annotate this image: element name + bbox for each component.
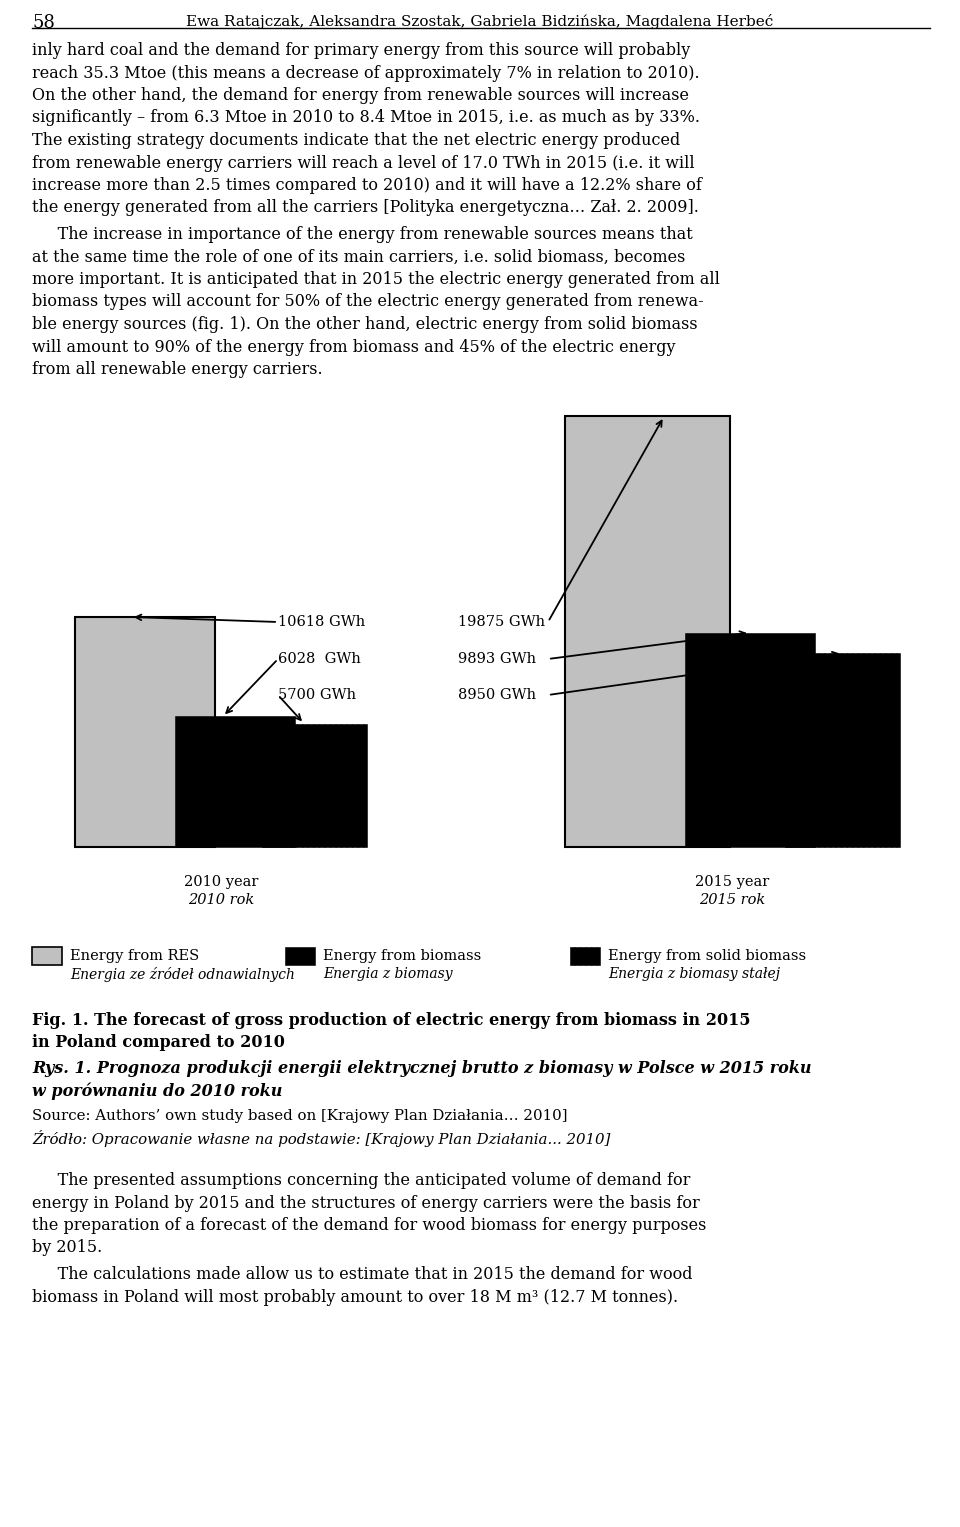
Text: The calculations made allow us to estimate that in 2015 the demand for wood: The calculations made allow us to estima…: [32, 1266, 692, 1283]
Text: Source: Authors’ own study based on [Krajowy Plan Działania… 2010]: Source: Authors’ own study based on [Kra…: [32, 1109, 567, 1122]
Text: Energy from solid biomass: Energy from solid biomass: [608, 948, 806, 964]
Text: increase more than 2.5 times compared to 2010) and it will have a 12.2% share of: increase more than 2.5 times compared to…: [32, 177, 702, 194]
Text: 2010 year: 2010 year: [183, 875, 258, 889]
Bar: [785, 654, 900, 847]
Text: 8950 GWh: 8950 GWh: [458, 689, 536, 702]
Text: reach 35.3 Mtoe (this means a decrease of approximately 7% in relation to 2010).: reach 35.3 Mtoe (this means a decrease o…: [32, 64, 700, 81]
Bar: [262, 724, 367, 847]
Text: 2015 rok: 2015 rok: [700, 893, 766, 907]
Text: energy in Poland by 2015 and the structures of energy carriers were the basis fo: energy in Poland by 2015 and the structu…: [32, 1194, 700, 1211]
Text: more important. It is anticipated that in 2015 the electric energy generated fro: more important. It is anticipated that i…: [32, 270, 720, 289]
Text: Energy from RES: Energy from RES: [70, 948, 200, 964]
Text: w porównaniu do 2010 roku: w porównaniu do 2010 roku: [32, 1083, 282, 1099]
Text: inly hard coal and the demand for primary energy from this source will probably: inly hard coal and the demand for primar…: [32, 43, 690, 60]
Text: 9893 GWh: 9893 GWh: [458, 652, 536, 666]
Text: 6028  GWh: 6028 GWh: [278, 652, 361, 666]
Text: Źródło: Opracowanie własne na podstawie: [Krajowy Plan Działania... 2010]: Źródło: Opracowanie własne na podstawie:…: [32, 1130, 611, 1147]
Text: The presented assumptions concerning the anticipated volume of demand for: The presented assumptions concerning the…: [32, 1173, 690, 1190]
Text: 19875 GWh: 19875 GWh: [458, 615, 545, 629]
Text: 58: 58: [32, 14, 55, 32]
Bar: [285, 947, 315, 965]
Text: 2010 rok: 2010 rok: [188, 893, 254, 907]
Text: On the other hand, the demand for energy from renewable sources will increase: On the other hand, the demand for energy…: [32, 87, 689, 104]
Text: at the same time the role of one of its main carriers, i.e. solid biomass, becom: at the same time the role of one of its …: [32, 249, 685, 266]
Text: The existing strategy documents indicate that the net electric energy produced: The existing strategy documents indicate…: [32, 131, 681, 150]
Text: The increase in importance of the energy from renewable sources means that: The increase in importance of the energy…: [32, 226, 693, 243]
Bar: [570, 947, 600, 965]
Text: 2015 year: 2015 year: [695, 875, 770, 889]
Text: the preparation of a forecast of the demand for wood biomass for energy purposes: the preparation of a forecast of the dem…: [32, 1217, 707, 1234]
Text: Rys. 1. Prognoza produkcji energii elektrycznej brutto z biomasy w Polsce w 2015: Rys. 1. Prognoza produkcji energii elekt…: [32, 1060, 811, 1077]
Text: Energia z biomasy: Energia z biomasy: [323, 967, 452, 980]
Text: in Poland compared to 2010: in Poland compared to 2010: [32, 1034, 285, 1051]
Text: Energia z biomasy stałej: Energia z biomasy stałej: [608, 967, 780, 980]
Text: significantly – from 6.3 Mtoe in 2010 to 8.4 Mtoe in 2015, i.e. as much as by 33: significantly – from 6.3 Mtoe in 2010 to…: [32, 110, 700, 127]
Text: Energia ze źródeł odnawialnych: Energia ze źródeł odnawialnych: [70, 967, 295, 982]
Text: the energy generated from all the carriers [Polityka energetyczna… Zał. 2. 2009]: the energy generated from all the carrie…: [32, 200, 699, 217]
Text: 5700 GWh: 5700 GWh: [278, 689, 356, 702]
Bar: [685, 632, 815, 847]
Text: ble energy sources (fig. 1). On the other hand, electric energy from solid bioma: ble energy sources (fig. 1). On the othe…: [32, 316, 698, 333]
Text: from renewable energy carriers will reach a level of 17.0 TWh in 2015 (i.e. it w: from renewable energy carriers will reac…: [32, 154, 695, 171]
Bar: [565, 417, 730, 847]
Text: by 2015.: by 2015.: [32, 1240, 103, 1257]
Text: will amount to 90% of the energy from biomass and 45% of the electric energy: will amount to 90% of the energy from bi…: [32, 339, 676, 356]
Text: biomass types will account for 50% of the electric energy generated from renewa-: biomass types will account for 50% of th…: [32, 293, 704, 310]
Text: Ewa Ratajczak, Aleksandra Szostak, Gabriela Bidzińska, Magdalena Herbeć: Ewa Ratajczak, Aleksandra Szostak, Gabri…: [186, 14, 774, 29]
Text: Fig. 1. The forecast of gross production of electric energy from biomass in 2015: Fig. 1. The forecast of gross production…: [32, 1012, 751, 1029]
Bar: [175, 716, 295, 847]
Bar: [32, 947, 62, 965]
Text: Energy from biomass: Energy from biomass: [323, 948, 481, 964]
Text: from all renewable energy carriers.: from all renewable energy carriers.: [32, 360, 323, 379]
Text: 10618 GWh: 10618 GWh: [278, 615, 365, 629]
Bar: [75, 617, 215, 847]
Text: biomass in Poland will most probably amount to over 18 M m³ (12.7 M tonnes).: biomass in Poland will most probably amo…: [32, 1289, 678, 1306]
